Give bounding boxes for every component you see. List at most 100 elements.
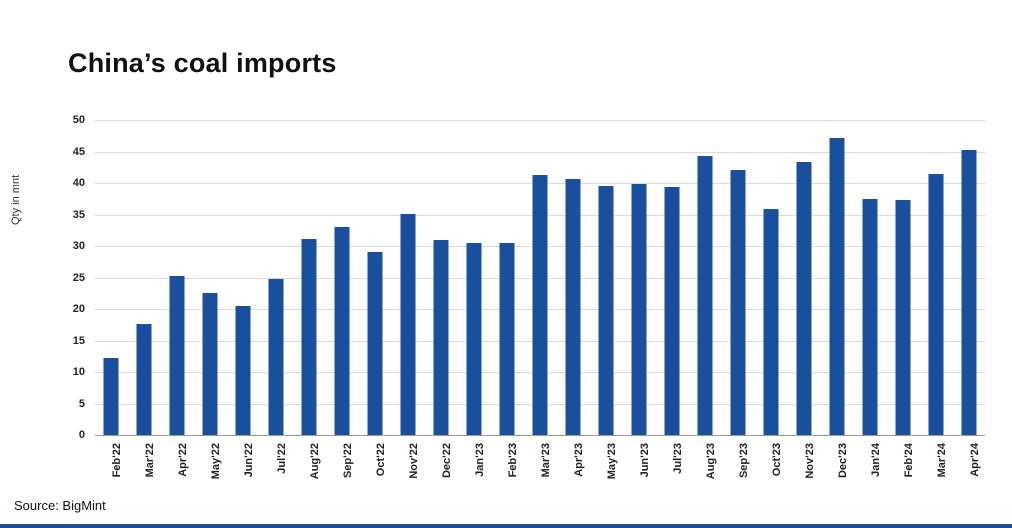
bar (763, 208, 779, 435)
x-tick-label: Aug'22 (309, 443, 322, 480)
bar-slot: Aug'22 (293, 120, 326, 479)
bar (169, 275, 185, 435)
bar-slot: Dec'22 (425, 120, 458, 478)
bar (400, 213, 416, 435)
bar (433, 239, 449, 435)
bar-slot: Jun'23 (622, 120, 655, 477)
bar (928, 173, 944, 435)
gridline (95, 151, 985, 153)
bar (895, 200, 911, 435)
x-tick-label: Oct'22 (375, 443, 388, 477)
bar (664, 187, 680, 435)
x-tick-label: Feb'23 (507, 443, 520, 478)
plot-area: 0 5 10 15 20 25 30 35 40 45 50 Feb'22 Mar'22 Apr'22 Ma… (73, 114, 985, 479)
x-tick-label: Mar'23 (539, 443, 552, 478)
bar-slot: Oct'23 (754, 120, 787, 476)
chart-title: China’s coal imports (68, 48, 337, 78)
y-tick-label: 45 (72, 145, 85, 158)
bar-slot: Nov'22 (392, 120, 425, 479)
x-tick-label: Aug'23 (704, 443, 717, 480)
bar (829, 137, 845, 435)
x-tick-label: Feb'22 (111, 443, 124, 478)
y-tick-label: 10 (72, 366, 85, 378)
x-tick-label: Nov'22 (408, 443, 421, 479)
bar-slot: Apr'22 (161, 120, 194, 477)
bar-slot: May'23 (589, 120, 622, 479)
x-tick-label: Mar'22 (144, 443, 157, 478)
bar (697, 155, 713, 435)
bar-slot: Sep'22 (326, 120, 359, 478)
bar (235, 305, 251, 435)
x-tick-label: Apr'23 (572, 443, 585, 477)
bar (598, 185, 614, 435)
bar-slot: May'22 (194, 120, 227, 479)
bar-slot: Jul'22 (260, 120, 293, 474)
bottom-rule (0, 524, 1012, 528)
x-tick-label: Dec'23 (836, 443, 849, 479)
bar (862, 199, 878, 435)
bar (796, 161, 812, 435)
x-tick-label: Nov'23 (803, 443, 816, 479)
y-tick-label: 25 (72, 271, 85, 284)
x-tick-label: Dec'22 (441, 443, 454, 479)
y-tick-label: 35 (72, 208, 85, 221)
y-tick-label: 20 (72, 303, 85, 315)
x-tick-label: Feb'24 (902, 443, 915, 478)
x-tick-label: Apr'22 (177, 443, 190, 477)
x-tick-label: Apr'24 (968, 443, 981, 477)
bar-slot: Aug'23 (688, 120, 721, 479)
bar (334, 227, 350, 435)
bar-slot: Jun'22 (227, 120, 260, 477)
bar-slot: Feb'24 (886, 120, 919, 477)
bar-slot: Mar'23 (524, 120, 557, 477)
y-tick-label: 0 (78, 429, 85, 441)
x-tick-label: Jan'23 (474, 443, 487, 477)
y-tick-label: 30 (72, 240, 85, 252)
bar-slot: Feb'23 (491, 120, 524, 477)
bar-slot: Jul'23 (655, 120, 688, 474)
bar (565, 179, 581, 435)
bar-slot: Mar'22 (128, 120, 161, 477)
bar-slot: Oct'22 (359, 120, 392, 476)
y-axis-title: Qty in mnt (10, 174, 22, 225)
bar (532, 175, 548, 435)
bar (103, 357, 119, 435)
bar-slot: Apr'23 (556, 120, 589, 477)
x-tick-label: Sep'23 (737, 443, 750, 479)
x-tick-label: Jul'22 (276, 443, 289, 474)
y-tick-label: 50 (72, 114, 85, 126)
bar-slot: Dec'23 (820, 120, 853, 478)
x-tick-label: Jun'23 (638, 443, 651, 478)
x-tick-label: Sep'22 (342, 443, 355, 479)
gridline (95, 120, 985, 121)
y-tick-label: 40 (72, 177, 85, 189)
bar (301, 239, 317, 435)
bar (136, 323, 152, 435)
bar (268, 279, 284, 435)
bar (202, 293, 218, 435)
x-tick-label: May'23 (605, 443, 618, 480)
x-tick-label: Jun'22 (243, 443, 256, 478)
x-tick-label: Jul'23 (671, 443, 684, 474)
bar (499, 243, 515, 435)
y-tick-label: 15 (72, 334, 85, 347)
bar (961, 150, 976, 435)
bar-slot: Apr'24 (952, 120, 985, 477)
y-tick-label: 5 (78, 397, 85, 410)
bar-slot: Sep'23 (721, 120, 754, 478)
bar-slot: Jan'23 (458, 120, 491, 477)
bar (730, 169, 746, 435)
x-tick-label: May'22 (210, 443, 223, 480)
bar-slot: Jan'24 (853, 120, 886, 477)
bar (367, 252, 383, 435)
bar-slot: Nov'23 (787, 120, 820, 479)
bar (631, 183, 647, 435)
source-text: Source: BigMint (14, 498, 106, 513)
x-tick-label: Jan'24 (869, 443, 882, 477)
bar-slot: Feb'22 (95, 120, 128, 477)
x-tick-label: Oct'23 (770, 443, 783, 477)
x-tick-label: Mar'24 (935, 443, 948, 478)
gridline (95, 435, 985, 436)
bar (466, 243, 482, 435)
